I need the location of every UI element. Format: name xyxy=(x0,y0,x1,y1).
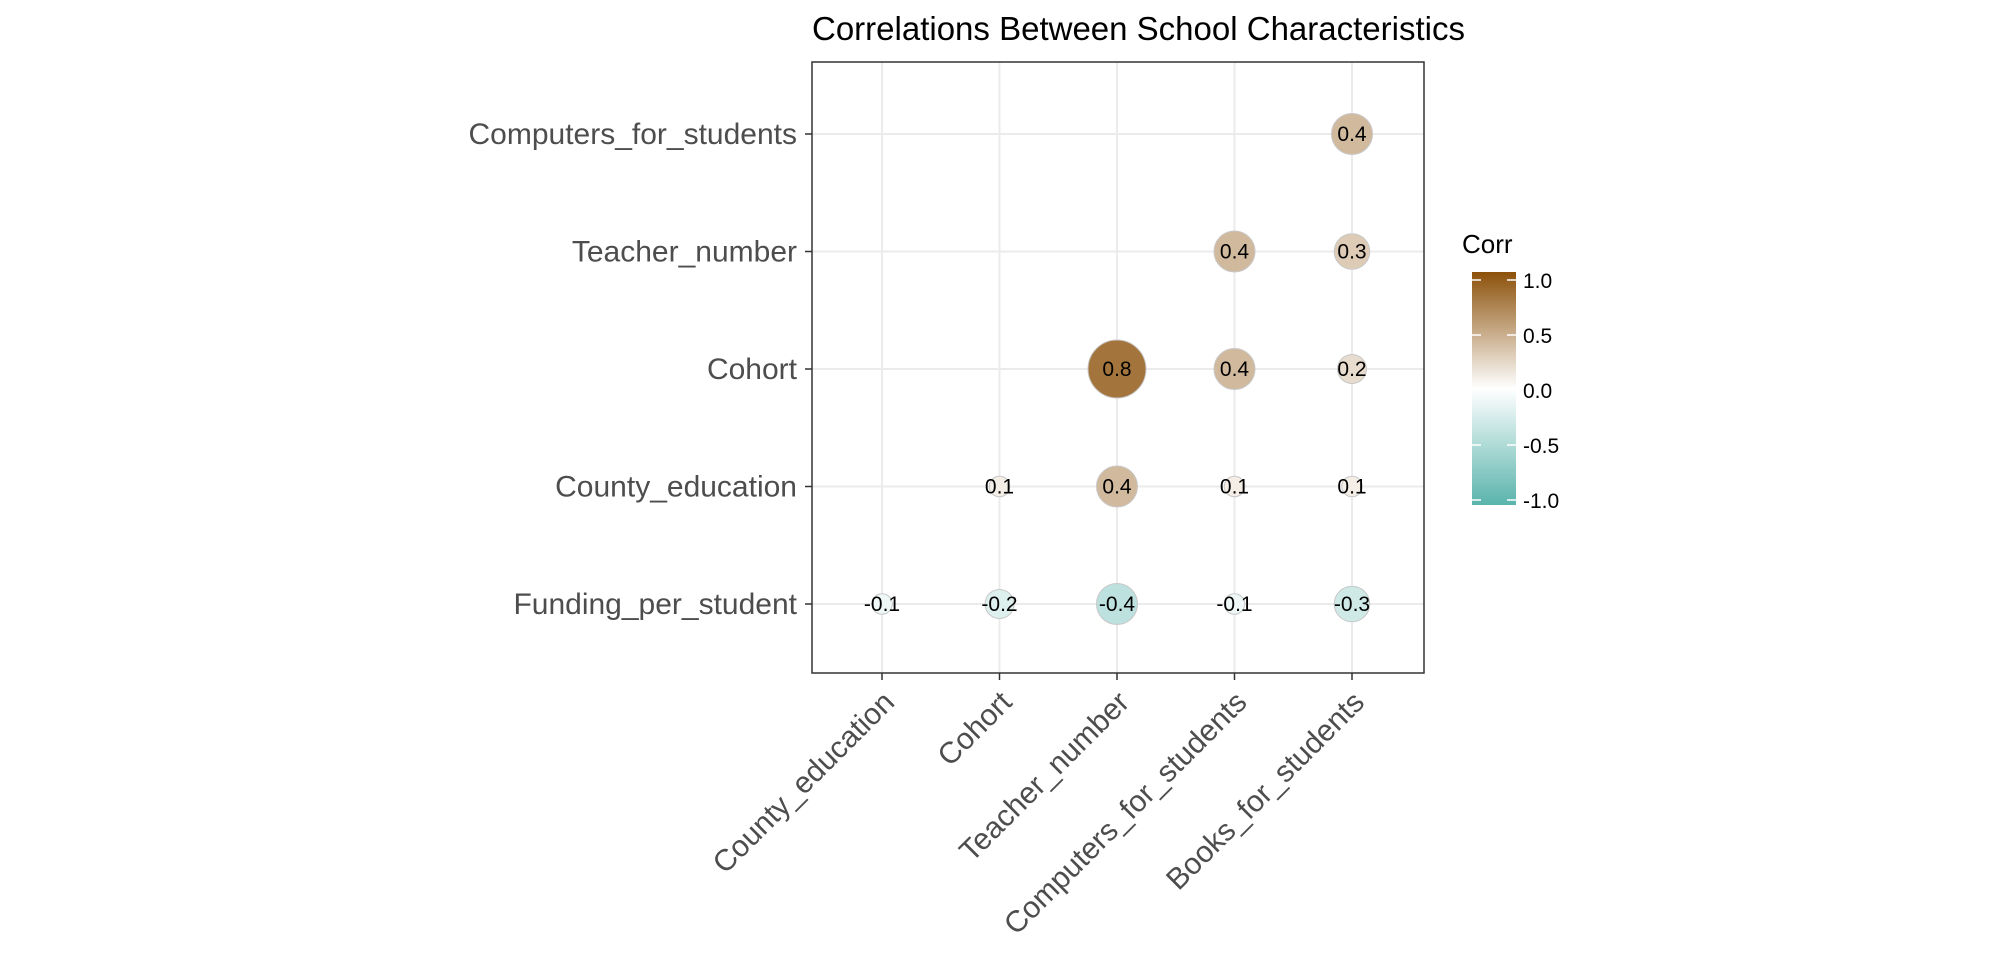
correlation-bubble xyxy=(871,593,893,615)
correlation-bubble xyxy=(1333,585,1371,623)
correlation-label: 0.4 xyxy=(1220,241,1250,264)
correlation-bubble xyxy=(984,589,1015,619)
correlation-bubble xyxy=(1095,582,1139,626)
correlation-label: -0.2 xyxy=(981,593,1017,616)
correlation-label: 0.4 xyxy=(1220,358,1250,381)
correlation-label: 0.1 xyxy=(985,476,1014,499)
correlation-label: 0.8 xyxy=(1102,358,1131,381)
x-tick-label: County_education xyxy=(707,686,901,880)
correlation-label: 0.1 xyxy=(1337,476,1366,499)
legend-tick-label: 0.5 xyxy=(1523,325,1552,348)
legend-tick-label: 0.0 xyxy=(1523,380,1552,403)
correlation-label: 0.1 xyxy=(1220,476,1249,499)
y-tick-label: Teacher_number xyxy=(572,236,797,269)
legend-tick-label: 1.0 xyxy=(1523,270,1552,293)
x-axis-ticks: County_education CohortTeacher_numberComp… xyxy=(707,673,1371,941)
correlation-label: 0.4 xyxy=(1337,123,1367,146)
chart-title: Correlations Between School Characterist… xyxy=(812,10,1465,47)
y-tick-label: Computers_for_students xyxy=(468,118,797,151)
correlation-bubble xyxy=(1087,339,1147,399)
correlation-label: 0.3 xyxy=(1337,241,1366,264)
legend-tick-label: -0.5 xyxy=(1523,435,1559,458)
x-tick-label: Computers_for_students xyxy=(998,686,1254,942)
legend-colorbar xyxy=(1472,272,1516,505)
correlation-label: -0.4 xyxy=(1099,593,1136,616)
panel-border xyxy=(811,61,1425,674)
color-legend: Corr 1.0 0.5 0.0 -0.5 -1.0 xyxy=(1462,229,1559,513)
correlation-bubble xyxy=(1330,112,1374,156)
y-tick-label: County_education xyxy=(555,471,797,504)
y-axis-ticks: Funding_per_student County_education Cohor… xyxy=(468,118,812,621)
correlation-bubble xyxy=(1213,347,1256,391)
correlation-bubble xyxy=(1223,475,1246,498)
correlation-bubble xyxy=(1223,593,1246,615)
correlation-bubble xyxy=(1095,465,1139,508)
y-tick-label: Cohort xyxy=(707,353,798,386)
correlation-bubble xyxy=(1341,475,1363,498)
x-tick-label: Cohort xyxy=(931,685,1018,772)
correlation-bubble xyxy=(988,475,1011,498)
correlation-label: 0.4 xyxy=(1102,476,1132,499)
correlation-bubble xyxy=(1213,230,1256,273)
legend-title: Corr xyxy=(1462,229,1513,259)
correlation-label: -0.1 xyxy=(1216,593,1252,616)
correlation-bubble xyxy=(1333,233,1371,270)
correlation-label: -0.3 xyxy=(1334,593,1370,616)
x-tick-label: Books_for_students xyxy=(1160,686,1371,897)
y-tick-label: Funding_per_student xyxy=(513,588,797,621)
plot-panel: 0.4 0.4 0.3 0.8 0.4 0.2 0.1 0.4 0.1 0.1 -0.1 -0.2 -0… xyxy=(811,61,1425,674)
correlation-label: -0.1 xyxy=(864,593,900,616)
legend-tick-label: -1.0 xyxy=(1523,490,1559,513)
correlation-bubble xyxy=(1337,354,1367,384)
correlation-label: 0.2 xyxy=(1337,358,1366,381)
